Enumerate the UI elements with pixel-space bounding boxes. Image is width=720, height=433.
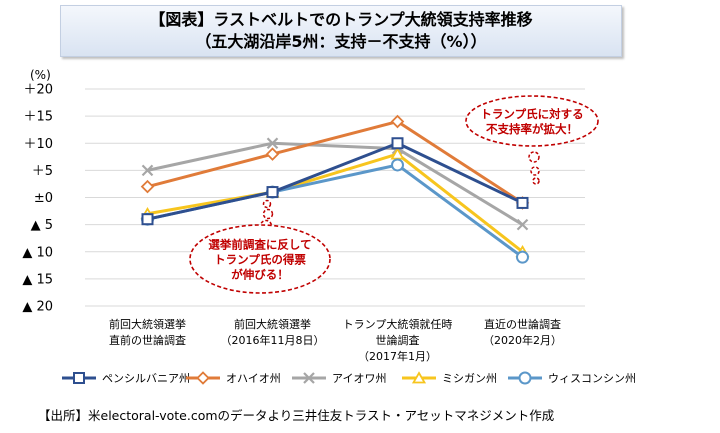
data-point xyxy=(140,179,155,194)
marker-stroke xyxy=(516,218,529,231)
legend-label: オハイオ州 xyxy=(226,372,281,385)
x-tick-label-line: 前回大統領選挙 xyxy=(234,317,311,331)
legend-label: ペンシルバニア州 xyxy=(102,372,190,385)
legend-label: ミシガン州 xyxy=(442,372,497,385)
x-tick-label-line: 直前の世論調査 xyxy=(109,333,186,347)
legend-label: アイオワ州 xyxy=(332,372,386,385)
data-point xyxy=(265,147,280,161)
legend-swatch-marker xyxy=(411,371,427,384)
data-point xyxy=(390,114,405,129)
data-point xyxy=(141,213,154,226)
x-tick-label: 前回大統領選挙 （2016年11月8日） xyxy=(221,317,325,347)
x-tick-label-line: 前回大統領選挙 xyxy=(109,317,186,331)
callout-bubble xyxy=(189,224,331,294)
legend-item: ウィスコンシン州 xyxy=(508,371,636,385)
legend-item: オハイオ州 xyxy=(186,371,281,385)
callout-tail xyxy=(532,177,540,185)
legend-swatch-marker xyxy=(73,372,85,384)
callout-text: トランプ氏に対する xyxy=(480,107,583,121)
series-line xyxy=(147,141,524,226)
data-point xyxy=(516,218,529,231)
marker-stroke xyxy=(141,164,154,177)
legend-swatch-marker xyxy=(196,371,210,385)
title-box: 【図表】ラストベルトでのトランプ大統領支持率推移 （五大湖沿岸5州：支持－不支持… xyxy=(60,5,622,57)
x-tick-label-line: トランプ大統領就任時 xyxy=(343,317,453,331)
callout-text: 選挙前調査に反して xyxy=(208,238,311,252)
callout-text: トランプ氏の得票 xyxy=(214,253,306,267)
chart-title: 【図表】ラストベルトでのトランプ大統領支持率推移 xyxy=(149,10,533,29)
series-line xyxy=(147,120,524,205)
callout-bubble xyxy=(465,95,599,147)
legend-item: アイオワ州 xyxy=(292,372,386,385)
data-point xyxy=(391,158,404,172)
series-1 xyxy=(141,137,529,226)
y-tick-label: ＋15 xyxy=(23,110,53,125)
series-line xyxy=(147,152,524,253)
series-2 xyxy=(140,114,530,210)
x-tick-label-line: （2016年11月8日） xyxy=(221,333,325,347)
y-tick-label: ＋5 xyxy=(32,164,53,179)
callout-tail xyxy=(262,208,274,220)
callout-text: 不支持率が拡大！ xyxy=(486,122,578,136)
series-3 xyxy=(141,137,529,231)
y-tick-label: ＋20 xyxy=(23,83,53,98)
x-tick-label-line: 世論調査 xyxy=(376,333,420,347)
y-tick-label: ▲ 15 xyxy=(22,272,53,287)
y-tick-label: ▲ 5 xyxy=(31,218,53,233)
source-note: 【出所】米electoral-vote.comのデータより三井住友トラスト・アセ… xyxy=(38,408,555,423)
series-4 xyxy=(140,147,530,258)
data-point xyxy=(266,137,279,150)
callout-tail xyxy=(262,199,272,209)
legend-label: ウィスコンシン州 xyxy=(548,372,636,385)
data-point xyxy=(266,186,279,199)
callout-tail xyxy=(530,166,540,176)
y-tick-label: ▲ 10 xyxy=(22,245,53,260)
marker-stroke xyxy=(266,137,279,150)
data-point xyxy=(141,164,154,177)
data-point xyxy=(516,196,529,209)
legend-item: ペンシルバニア州 xyxy=(62,372,190,385)
data-point xyxy=(516,250,529,264)
legend-item: ミシガン州 xyxy=(402,371,497,385)
x-tick-label-line: 直近の世論調査 xyxy=(484,317,561,331)
data-point xyxy=(391,137,404,150)
chart-subtitle: （五大湖沿岸5州：支持－不支持（%）） xyxy=(195,32,487,51)
y-tick-label: ＋10 xyxy=(23,137,53,152)
callout-tail xyxy=(528,151,540,163)
y-unit-label: (%) xyxy=(30,68,51,82)
legend-swatch-marker xyxy=(518,371,532,385)
x-tick-label-line: （2020年2月） xyxy=(483,333,562,347)
callout-text: が伸びる！ xyxy=(231,268,289,282)
y-tick-label: ±0 xyxy=(34,191,53,206)
marker-stroke xyxy=(303,372,315,384)
x-tick-label: 直近の世論調査 （2020年2月） xyxy=(483,317,562,347)
y-tick-label: ▲ 20 xyxy=(22,300,53,315)
x-tick-label-line: （2017年1月） xyxy=(358,349,437,363)
legend-swatch-marker xyxy=(303,372,315,384)
series-line xyxy=(147,141,524,221)
